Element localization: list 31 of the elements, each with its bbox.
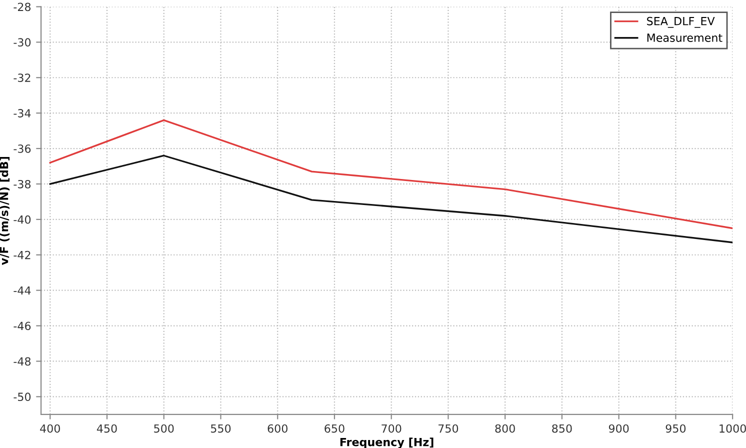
legend-label: Measurement (647, 34, 722, 42)
y-tick-label: -48 (14, 357, 31, 366)
line-series (49, 154, 733, 244)
x-tick-label: 1000 (720, 424, 746, 433)
x-tick-label: 650 (324, 424, 344, 433)
x-tick-label: 750 (438, 424, 458, 433)
y-tick-label: -38 (14, 180, 31, 188)
x-tick-label: 850 (552, 424, 572, 433)
y-tick-label: -40 (14, 215, 31, 224)
y-tick-label: -44 (14, 286, 31, 295)
x-axis-title: Frequency [Hz] (340, 438, 434, 448)
x-tick-label: 900 (608, 424, 629, 433)
x-tick-label: 600 (268, 424, 288, 433)
x-tick-label: 400 (40, 424, 60, 433)
x-tick-label: 500 (154, 424, 174, 433)
y-tick-label: -32 (14, 74, 30, 82)
y-tick-label: -28 (14, 2, 31, 12)
x-tick-label: 700 (382, 424, 402, 433)
x-tick-label: 800 (495, 424, 515, 433)
legend-label: SEA_DLF_EV (647, 16, 715, 28)
y-tick-label: -46 (14, 322, 31, 330)
y-tick-label: -50 (14, 392, 31, 402)
y-axis-title: v/F ((m/s)/N) [dB] (0, 156, 10, 265)
y-tick-label: -30 (14, 38, 31, 47)
line-series (49, 119, 733, 230)
x-tick-label: 950 (666, 424, 686, 433)
y-tick-label: -36 (14, 144, 31, 153)
x-tick-label: 550 (210, 424, 231, 433)
y-tick-label: -42 (14, 250, 30, 260)
y-tick-label: -34 (14, 109, 31, 118)
x-tick-label: 450 (96, 424, 117, 433)
